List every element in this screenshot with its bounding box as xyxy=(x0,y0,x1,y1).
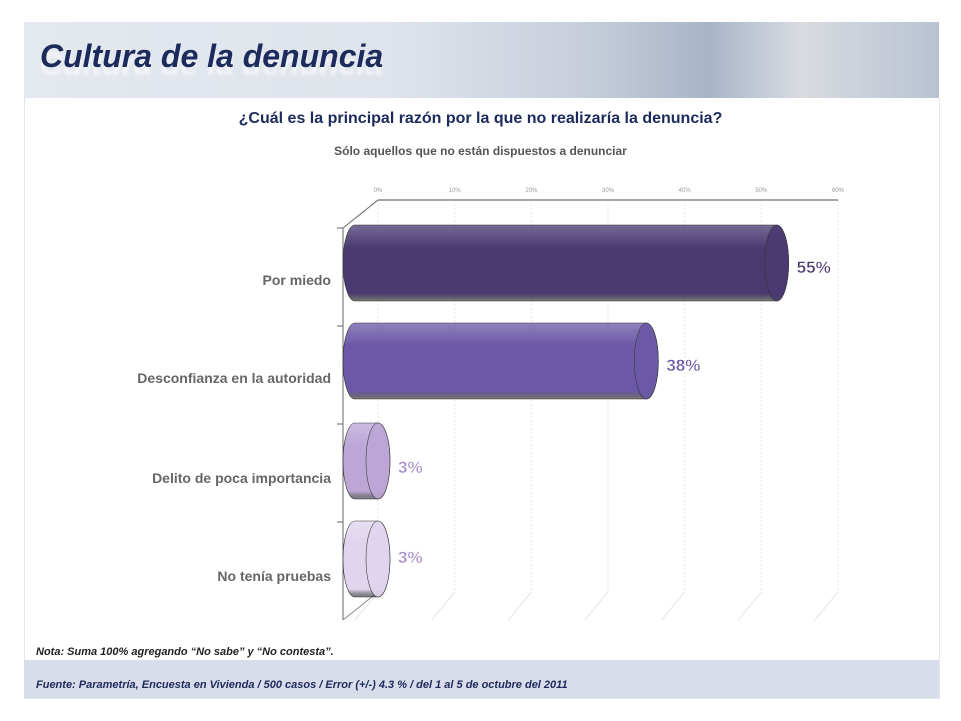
bar-cap xyxy=(634,322,659,400)
x-tick-label: 20% xyxy=(525,188,538,194)
x-tick-label: 30% xyxy=(602,188,615,194)
data-label: 55% xyxy=(797,258,831,277)
data-label: 3% xyxy=(398,458,423,477)
x-tick-label: 50% xyxy=(755,188,768,194)
floor-gridline xyxy=(661,591,686,621)
category-label: No tenía pruebas xyxy=(217,568,331,584)
category-label: Desconfianza en la autoridad xyxy=(137,370,331,386)
data-label: 3% xyxy=(398,548,423,567)
x-tick-label: 60% xyxy=(832,188,845,194)
note-text: Nota: Suma 100% agregando “No sabe” y “N… xyxy=(36,646,334,658)
floor-gridline xyxy=(814,591,839,621)
floor-gridline xyxy=(737,591,762,621)
category-label: Por miedo xyxy=(263,272,331,288)
depth-axis xyxy=(342,199,379,229)
chart-subtitle: Sólo aquellos que no están dispuestos a … xyxy=(334,144,627,158)
data-label: 38% xyxy=(666,356,700,375)
x-tick-label: 0% xyxy=(374,188,383,194)
bar xyxy=(342,322,659,400)
floor-gridline xyxy=(431,591,456,621)
floor-gridline xyxy=(507,591,532,621)
slide-frame xyxy=(24,98,940,699)
bar-cap xyxy=(764,224,789,302)
bar-cap xyxy=(365,520,391,598)
footer-bar xyxy=(24,660,939,698)
floor-gridline xyxy=(584,591,609,621)
chart-title: ¿Cuál es la principal razón por la que n… xyxy=(238,110,723,127)
x-tick-label: 10% xyxy=(449,188,462,194)
page-title: Cultura de la denuncia xyxy=(40,38,384,74)
category-label: Delito de poca importancia xyxy=(152,470,331,486)
x-tick-label: 40% xyxy=(679,188,692,194)
source-text: Fuente: Parametría, Encuesta en Vivienda… xyxy=(36,679,568,691)
bar-cap xyxy=(365,422,391,500)
header-banner xyxy=(24,22,939,98)
bar xyxy=(342,224,789,302)
